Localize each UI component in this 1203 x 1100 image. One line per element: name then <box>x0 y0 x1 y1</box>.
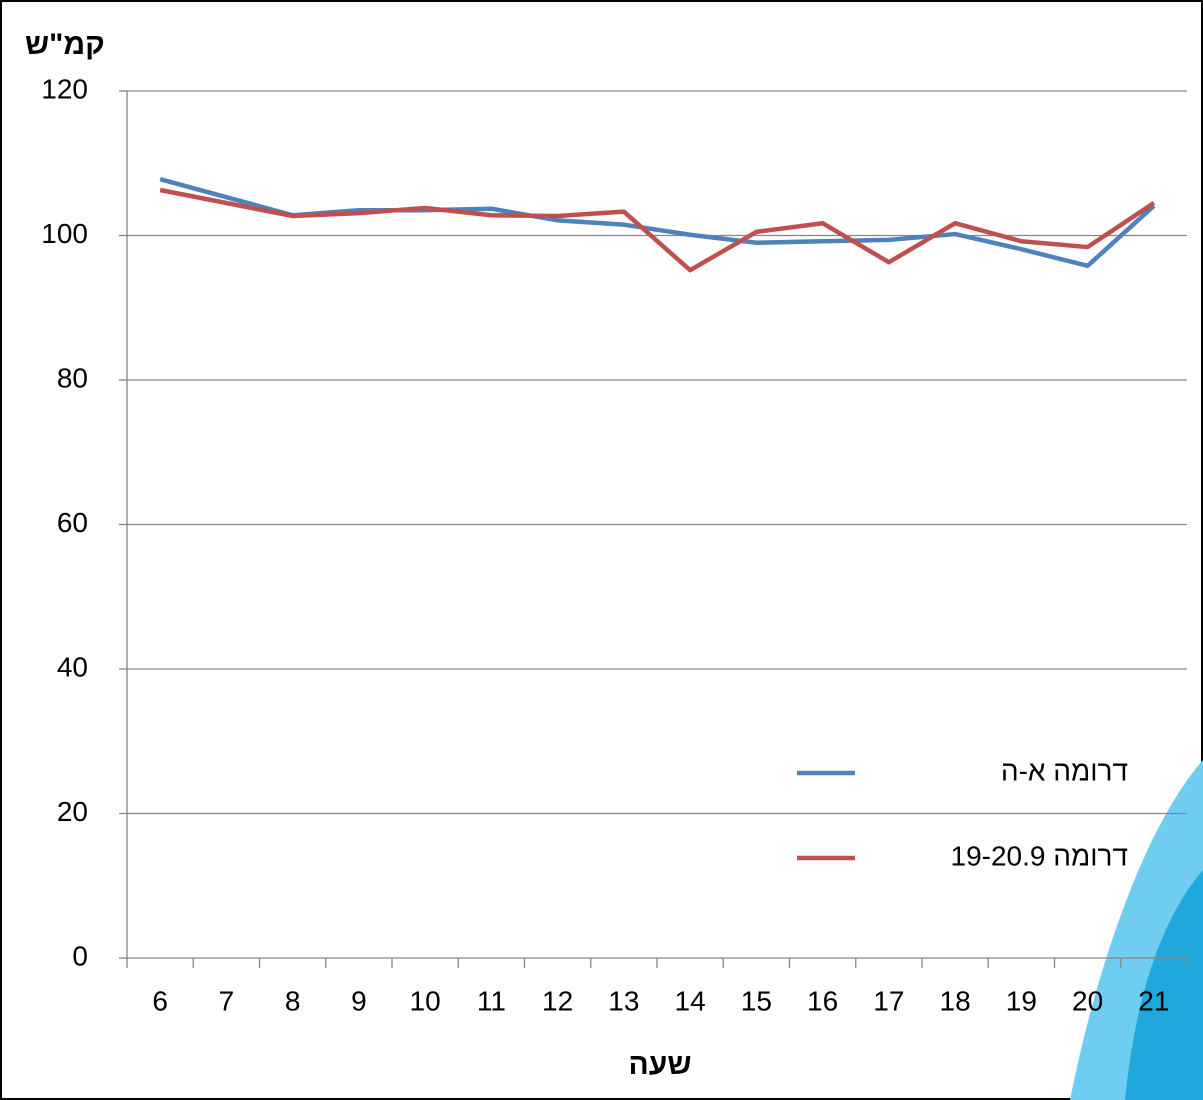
y-tick-label: 120 <box>41 73 88 104</box>
x-tick-label: 20 <box>1072 985 1103 1016</box>
y-axis-title: קמ"ש <box>25 28 105 61</box>
x-tick-label: 13 <box>608 985 639 1016</box>
x-tick-label: 17 <box>873 985 904 1016</box>
x-tick-label: 8 <box>285 985 301 1016</box>
y-tick-label: 20 <box>57 796 88 827</box>
x-tick-label: 15 <box>741 985 772 1016</box>
decoration <box>1125 870 1203 1100</box>
x-tick-label: 19 <box>1006 985 1037 1016</box>
y-tick-label: 80 <box>57 362 88 393</box>
x-tick-label: 6 <box>152 985 168 1016</box>
y-tick-label: 40 <box>57 651 88 682</box>
y-tick-label: 100 <box>41 218 88 249</box>
y-tick-label: 0 <box>72 940 88 971</box>
x-tick-label: 12 <box>542 985 573 1016</box>
y-tick-label: 60 <box>57 507 88 538</box>
series-line <box>159 187 1156 273</box>
legend-label: דרומה 19-20.9 <box>951 840 1128 871</box>
series-line <box>159 176 1156 269</box>
x-tick-label: 10 <box>410 985 441 1016</box>
x-tick-label: 21 <box>1138 985 1169 1016</box>
x-tick-label: 14 <box>675 985 706 1016</box>
x-tick-label: 18 <box>940 985 971 1016</box>
x-tick-label: 11 <box>477 985 506 1016</box>
x-axis-title: שעה <box>629 1048 692 1081</box>
x-tick-label: 9 <box>351 985 367 1016</box>
x-tick-label: 16 <box>807 985 838 1016</box>
legend-label: דרומה א-ה <box>1001 755 1128 786</box>
x-tick-label: 7 <box>219 985 235 1016</box>
